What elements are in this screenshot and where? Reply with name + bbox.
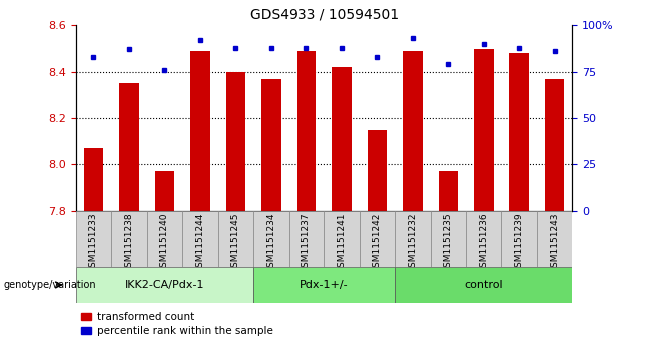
Bar: [226, 72, 245, 211]
Bar: [155, 171, 174, 211]
Text: GSM1151233: GSM1151233: [89, 212, 98, 273]
Bar: [190, 51, 210, 211]
Bar: [84, 148, 103, 211]
Bar: [332, 67, 351, 211]
Bar: [430, 211, 466, 267]
Text: Pdx-1+/-: Pdx-1+/-: [300, 280, 348, 290]
Bar: [261, 79, 280, 211]
Bar: [438, 171, 458, 211]
Bar: [501, 211, 537, 267]
Bar: [76, 267, 253, 303]
Bar: [289, 211, 324, 267]
Text: GSM1151235: GSM1151235: [443, 212, 453, 273]
Bar: [545, 79, 565, 211]
Bar: [359, 211, 395, 267]
Text: GSM1151243: GSM1151243: [550, 212, 559, 273]
Bar: [147, 211, 182, 267]
Bar: [297, 51, 316, 211]
Bar: [253, 267, 395, 303]
Legend: transformed count, percentile rank within the sample: transformed count, percentile rank withi…: [81, 312, 272, 336]
Text: GSM1151232: GSM1151232: [408, 212, 417, 273]
Bar: [537, 211, 572, 267]
Bar: [253, 211, 289, 267]
Text: GSM1151234: GSM1151234: [266, 212, 275, 273]
Bar: [182, 211, 218, 267]
Text: genotype/variation: genotype/variation: [3, 280, 96, 290]
Bar: [509, 53, 529, 211]
Bar: [368, 130, 387, 211]
Bar: [218, 211, 253, 267]
Bar: [119, 83, 139, 211]
Text: control: control: [465, 280, 503, 290]
Bar: [474, 49, 494, 211]
Bar: [395, 211, 430, 267]
Bar: [324, 211, 359, 267]
Text: GSM1151239: GSM1151239: [515, 212, 524, 273]
Text: GSM1151241: GSM1151241: [338, 212, 346, 273]
Title: GDS4933 / 10594501: GDS4933 / 10594501: [249, 8, 399, 21]
Bar: [395, 267, 572, 303]
Text: GSM1151238: GSM1151238: [124, 212, 134, 273]
Text: GSM1151240: GSM1151240: [160, 212, 169, 273]
Text: GSM1151245: GSM1151245: [231, 212, 240, 273]
Text: GSM1151236: GSM1151236: [479, 212, 488, 273]
Bar: [111, 211, 147, 267]
Bar: [403, 51, 422, 211]
Text: IKK2-CA/Pdx-1: IKK2-CA/Pdx-1: [124, 280, 204, 290]
Text: GSM1151244: GSM1151244: [195, 212, 205, 273]
Bar: [76, 211, 111, 267]
Bar: [466, 211, 501, 267]
Text: GSM1151237: GSM1151237: [302, 212, 311, 273]
Text: GSM1151242: GSM1151242: [373, 212, 382, 273]
